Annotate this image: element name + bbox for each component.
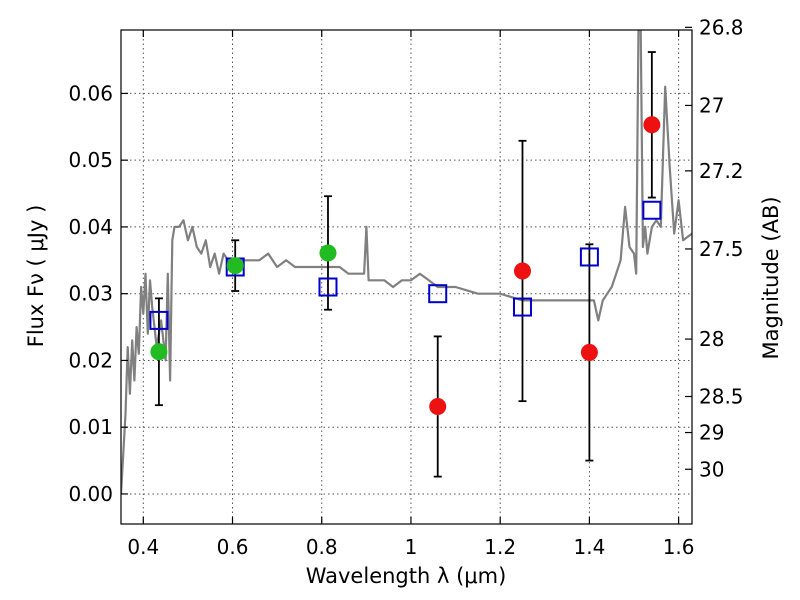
template-spectrum [121, 30, 692, 495]
y2-tick-label: 29 [699, 421, 724, 445]
observed-point-marker [580, 343, 598, 361]
x-axis-title: Wavelength λ (μm) [306, 564, 507, 588]
y2-tick-label: 26.8 [699, 15, 744, 39]
observed-point-marker [643, 116, 661, 134]
model-square-marker [428, 284, 448, 304]
data-markers [149, 116, 662, 416]
y-tick-label: 0.03 [68, 282, 113, 306]
y-tick-label: 0.00 [68, 482, 113, 506]
grid-lines [121, 30, 692, 524]
x-tick-label: 1.4 [573, 535, 605, 559]
observed-point-marker [150, 343, 168, 361]
model-square-marker [318, 277, 338, 297]
y2-axis-title: Magnitude (AB) [759, 196, 783, 359]
y-tick-label: 0.02 [68, 348, 113, 372]
y-tick-label: 0.01 [68, 415, 113, 439]
y-tick-label: 0.06 [68, 81, 113, 105]
x-tick-label: 1.2 [484, 535, 516, 559]
model-square-marker [149, 310, 169, 330]
x-tick-label: 1.6 [663, 535, 695, 559]
y2-tick-label: 27.5 [699, 237, 744, 261]
x-tick-label: 0.6 [217, 535, 249, 559]
tick-labels: 0.4 0.6 0.8 1 1.2 1.4 1.6 0.00 0.01 0.02 0.03 0.04 0… [68, 15, 743, 559]
plot-frame [120, 29, 693, 525]
model-square-marker [512, 297, 532, 317]
y2-tick-label: 28.5 [699, 384, 744, 408]
observed-point-marker [429, 398, 447, 416]
x-tick-label: 0.4 [127, 535, 159, 559]
x-tick-label: 1 [405, 535, 418, 559]
y2-tick-label: 28 [699, 327, 724, 351]
model-square-marker [579, 247, 599, 267]
spectrum-line [121, 30, 692, 495]
x-tick-label: 0.8 [306, 535, 338, 559]
y2-tick-label: 27 [699, 93, 724, 117]
y-tick-label: 0.04 [68, 215, 113, 239]
model-square-marker [642, 200, 662, 220]
axis-ticks [121, 26, 692, 524]
observed-point-marker [319, 244, 337, 262]
y2-tick-label: 27.2 [699, 159, 744, 183]
y-tick-label: 0.05 [68, 148, 113, 172]
y-axis-title: Flux Fν ( μJy ) [24, 205, 48, 348]
y2-tick-label: 30 [699, 457, 724, 481]
observed-point-marker [513, 262, 531, 280]
observed-point-marker [226, 257, 244, 275]
